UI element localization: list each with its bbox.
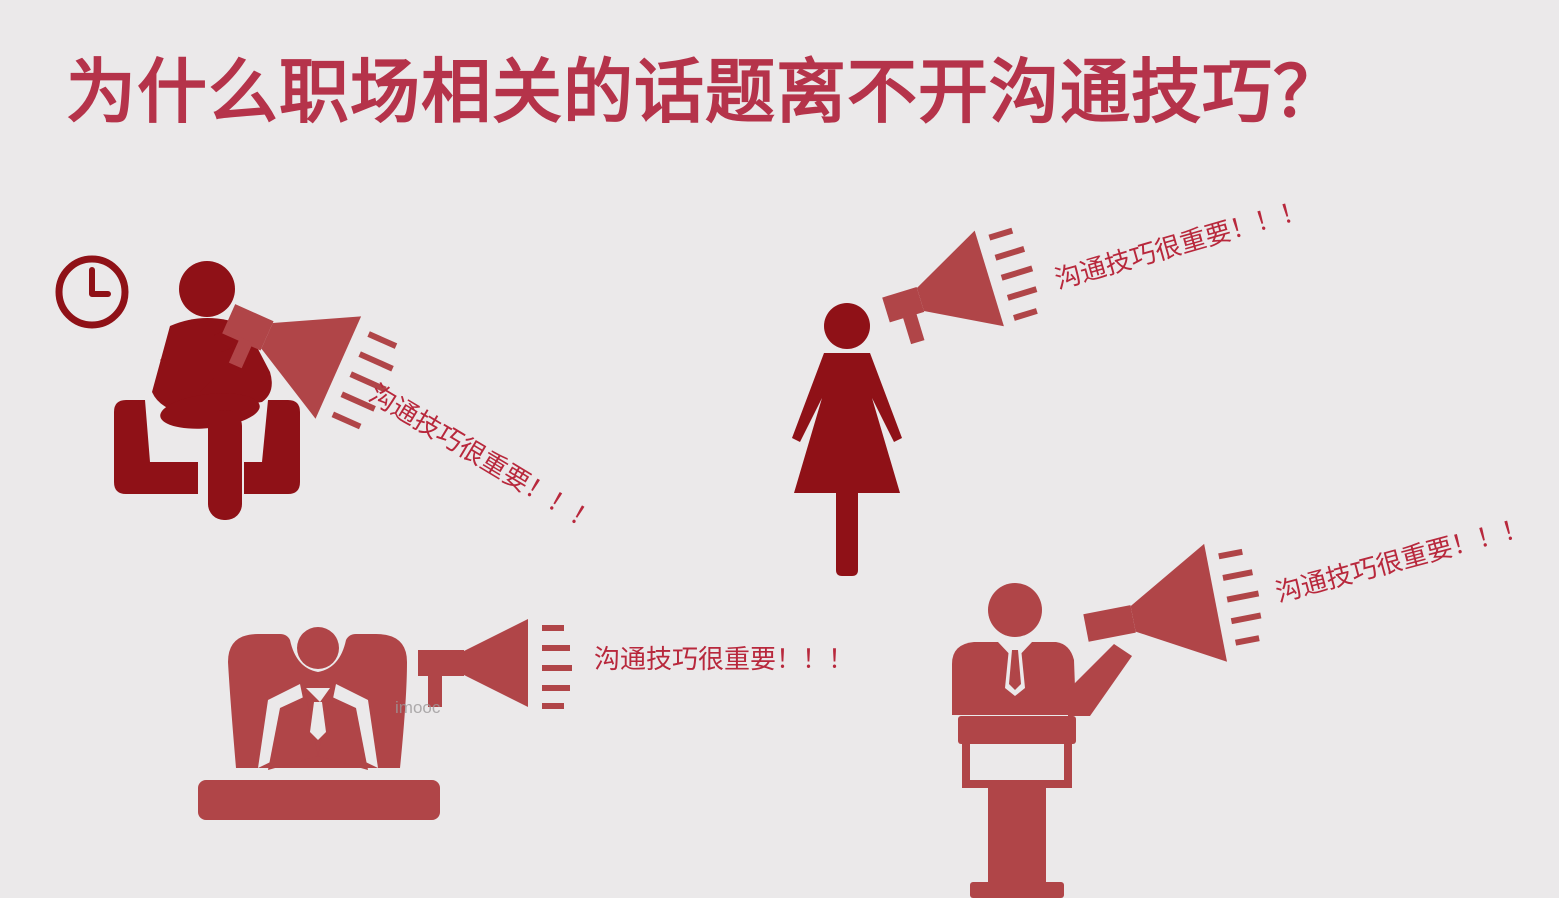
megaphone-icon xyxy=(418,619,572,709)
megaphone-icon xyxy=(1083,543,1262,662)
watermark: imooc xyxy=(395,698,441,717)
page-title: 为什么职场相关的话题离不开沟通技巧？ xyxy=(66,51,1344,133)
megaphone-icon xyxy=(882,227,1038,345)
seated-person-icon xyxy=(114,261,300,520)
megaphone-icon xyxy=(222,304,398,430)
clock-icon xyxy=(55,255,129,329)
shout-text: 沟通技巧很重要！！！ xyxy=(594,645,855,675)
woman-icon xyxy=(792,303,902,576)
news-anchor-icon xyxy=(198,627,440,820)
speaker-at-podium-icon xyxy=(952,583,1132,898)
